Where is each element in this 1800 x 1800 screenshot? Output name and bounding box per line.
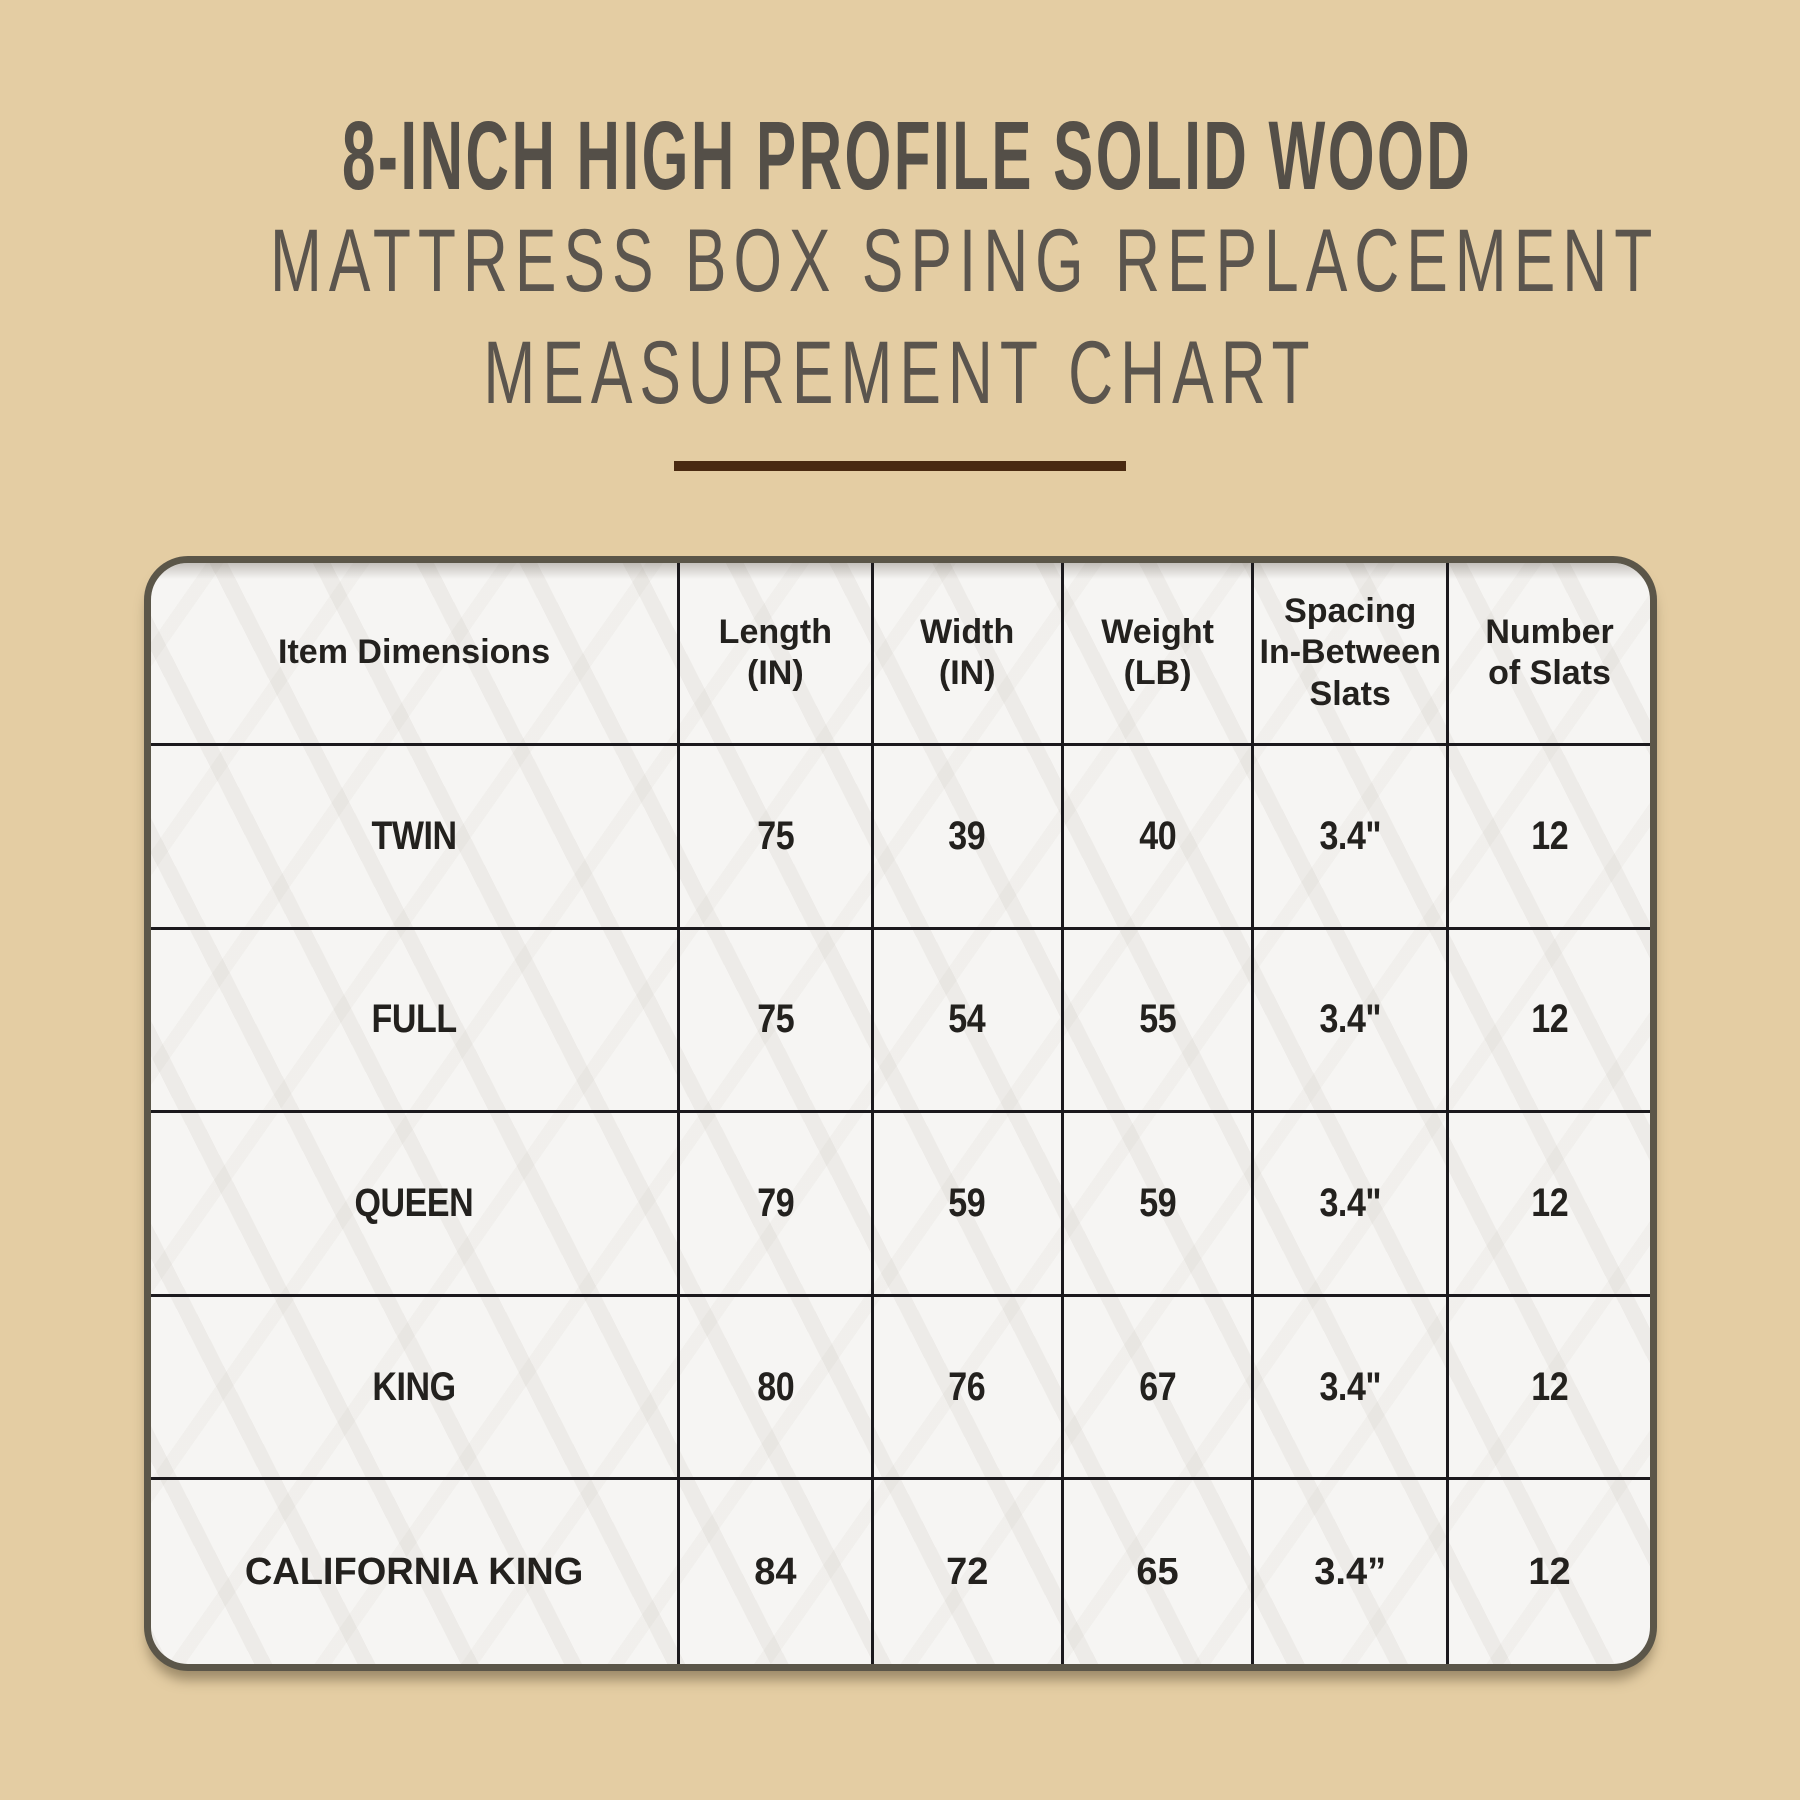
value-cell: 67: [1063, 1296, 1255, 1481]
header-cell: Spacing In-Between Slats: [1254, 563, 1450, 746]
value-cell: 3.4": [1254, 1113, 1450, 1297]
row-label-cell: TWIN: [151, 746, 681, 930]
value-cell: 80: [680, 1296, 874, 1481]
measurement-table: Item Dimensions Length (IN) Width (IN) Weight…: [144, 556, 1657, 1671]
value-cell: 65: [1064, 1480, 1255, 1664]
value-cell: 59: [1063, 1113, 1255, 1297]
value-cell: 72: [874, 1480, 1064, 1664]
page-title-line-1: 8-INCH HIGH PROFILE SOLID WOOD: [342, 101, 1473, 210]
value-cell: 3.4": [1254, 1296, 1450, 1481]
value-cell: 12: [1449, 746, 1650, 930]
value-cell: 76: [873, 1296, 1064, 1481]
header-cell: Width (IN): [873, 563, 1064, 746]
value-cell: 54: [873, 929, 1064, 1114]
measurement-table-grid: Item Dimensions Length (IN) Width (IN) Weight…: [151, 563, 1650, 1664]
header-cell: Number of Slats: [1449, 563, 1650, 746]
header-cell: Weight (LB): [1063, 563, 1255, 746]
header-cell: Item Dimensions: [151, 563, 681, 746]
value-cell: 59: [873, 1113, 1064, 1297]
value-cell: 12: [1449, 930, 1650, 1114]
value-cell: 12: [1449, 1297, 1650, 1481]
title-divider-rule: [674, 461, 1126, 471]
value-cell: 79: [680, 1113, 874, 1297]
value-cell: 40: [1063, 746, 1255, 930]
page-title-line-3: MEASUREMENT CHART: [483, 322, 1317, 422]
value-cell: 55: [1063, 929, 1255, 1114]
value-cell: 3.4": [1254, 746, 1450, 930]
row-label-cell: QUEEN: [151, 1113, 681, 1297]
value-cell: 75: [680, 929, 874, 1114]
row-label-cell: FULL: [151, 929, 681, 1114]
value-cell: 12: [1528, 1550, 1571, 1593]
value-cell: 75: [680, 746, 874, 930]
header-cell: Length (IN): [680, 563, 874, 746]
value-cell: 84: [680, 1480, 874, 1664]
row-label-cell: CALIFORNIA KING: [151, 1480, 681, 1664]
value-cell: 3.4": [1254, 929, 1450, 1114]
value-cell: 3.4”: [1254, 1480, 1450, 1664]
page-title-line-2: MATTRESS BOX SPING REPLACEMENT: [270, 210, 1660, 310]
row-label-cell: KING: [151, 1296, 681, 1481]
value-cell: 39: [873, 746, 1064, 930]
value-cell: 12: [1449, 1113, 1650, 1297]
